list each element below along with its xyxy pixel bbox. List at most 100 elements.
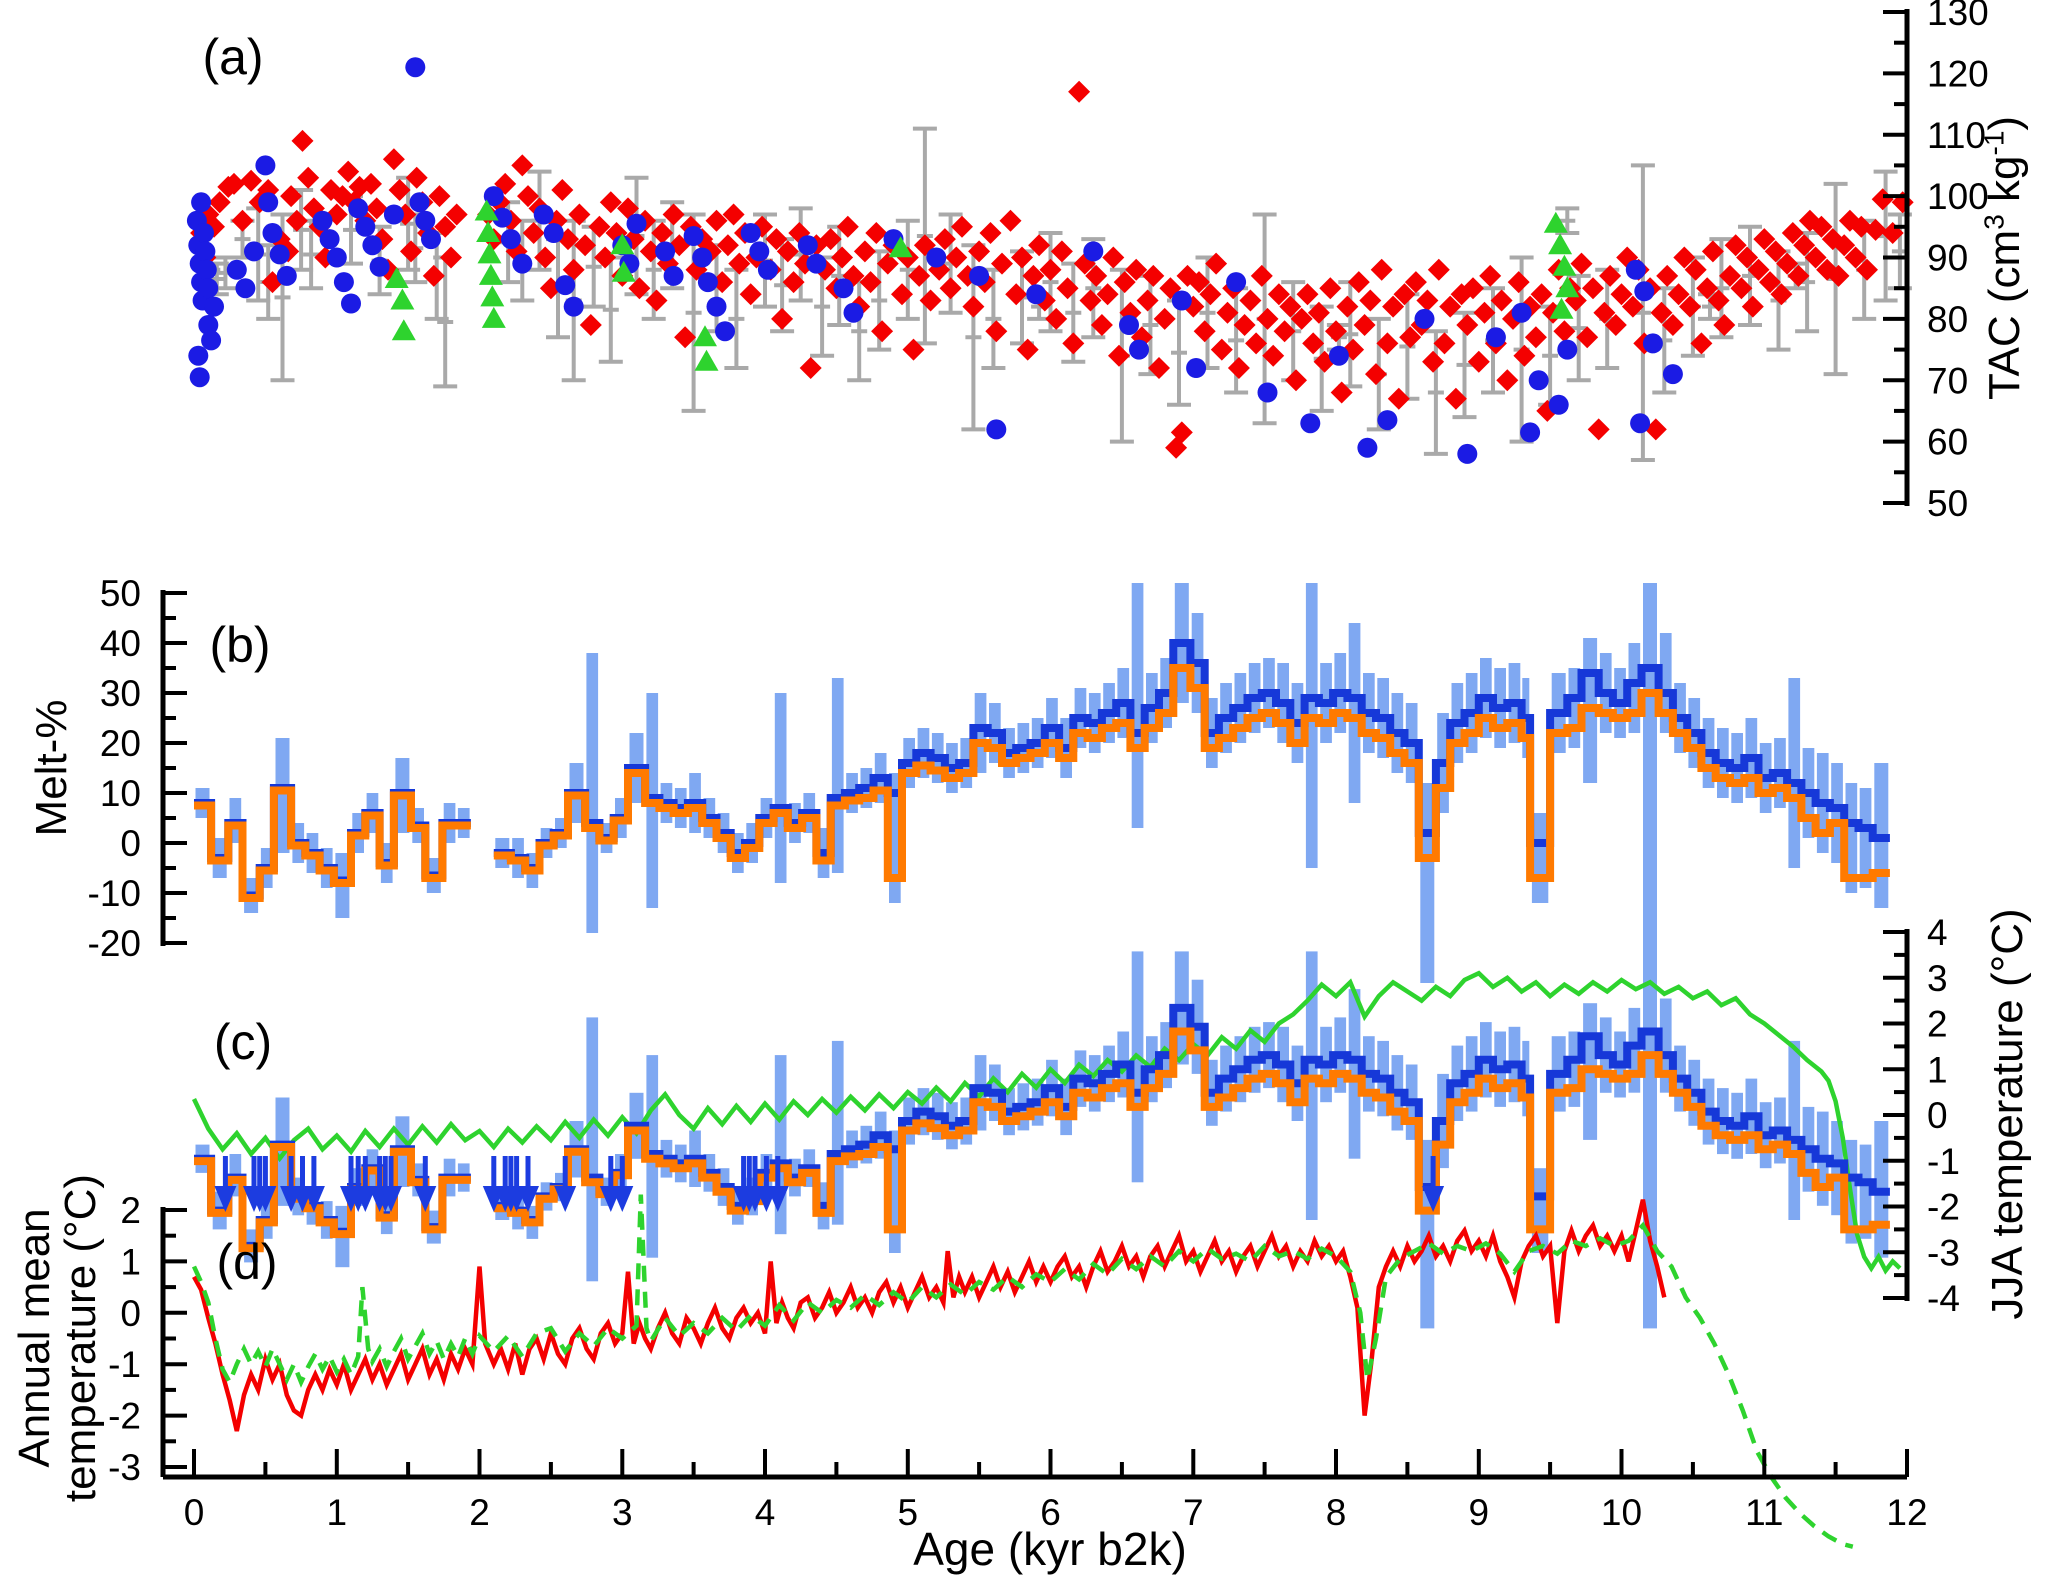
blue-circle-tac	[198, 278, 219, 299]
red-diamond-tac	[1781, 222, 1804, 244]
red-diamond-tac	[951, 215, 973, 238]
red-diamond-tac	[1336, 295, 1359, 318]
uncertainty-bar-b	[1659, 633, 1672, 733]
red-diamond-tac	[865, 222, 888, 244]
uncertainty-bar-b	[1531, 813, 1549, 903]
red-diamond-tac	[1570, 252, 1593, 275]
green-triangle-tac	[477, 242, 502, 264]
red-diamond-tac	[440, 246, 462, 269]
red-diamond-tac	[388, 179, 411, 201]
blue-circle-tac	[319, 229, 340, 250]
red-diamond-tac	[1827, 264, 1850, 287]
melt-event-arrowhead	[254, 1186, 277, 1212]
red-diamond-tac	[1245, 332, 1268, 355]
red-diamond-tac	[1250, 264, 1273, 287]
jja-axis-title: JJA temperature (°C)	[1982, 908, 2032, 1320]
red-diamond-tac	[1747, 258, 1770, 281]
red-diamond-tac	[1810, 215, 1833, 238]
red-diamond-tac	[1793, 234, 1816, 257]
blue-circle-tac	[533, 204, 554, 225]
red-diamond-tac	[1610, 283, 1633, 306]
annual-axis-title: Annual mean temperature (°C)	[9, 1173, 105, 1503]
red-diamond-tac	[836, 215, 859, 238]
tac-axis-title: TAC (cm3 kg-1)	[1978, 115, 2030, 401]
blue-circle-tac	[1119, 315, 1139, 335]
red-diamond-tac	[1656, 264, 1679, 287]
red-diamond-tac	[662, 203, 685, 226]
red-diamond-tac	[722, 203, 745, 226]
red-diamond-tac	[999, 209, 1022, 232]
blue-circle-tac	[191, 192, 212, 213]
red-diamond-tac	[1382, 295, 1405, 318]
red-diamond-tac	[400, 240, 422, 263]
blue-circle-tac	[1300, 413, 1321, 434]
red-diamond-tac	[1850, 215, 1873, 238]
red-diamond-tac	[913, 234, 936, 257]
red-diamond-tac	[1096, 283, 1119, 306]
melt-event-arrowhead	[1422, 1186, 1445, 1212]
red-diamond-tac	[285, 209, 308, 232]
blue-circle-tac	[512, 253, 533, 274]
jja-axis-tick-label: 4	[1927, 912, 1948, 953]
uncertainty-bar-b	[774, 693, 787, 883]
green-triangle-tac	[694, 349, 719, 371]
blue-circle-tac	[555, 275, 576, 296]
green-triangle-tac	[888, 236, 913, 258]
blue-circle-tac	[692, 247, 713, 268]
red-diamond-tac	[1650, 301, 1673, 324]
red-diamond-tac	[240, 169, 263, 192]
x-axis-tick-label: 4	[755, 1492, 776, 1533]
red-diamond-tac	[1864, 218, 1887, 241]
red-diamond-tac	[1319, 277, 1342, 300]
red-diamond-tac	[1050, 240, 1073, 263]
blue-circle-tac	[740, 223, 761, 243]
red-diamond-tac	[859, 271, 882, 294]
red-diamond-tac	[1039, 258, 1062, 281]
blue-circle-tac	[706, 296, 727, 317]
red-diamond-tac	[991, 252, 1013, 275]
red-diamond-tac	[1713, 314, 1736, 336]
uncertainty-bar-b	[831, 678, 844, 873]
green-triangle-tac	[1548, 233, 1573, 255]
red-diamond-tac	[1582, 277, 1604, 300]
uncertainty-bar-c	[1831, 1121, 1843, 1216]
red-diamond-tac	[891, 283, 913, 306]
uncertainty-bar-c	[1859, 1144, 1872, 1239]
x-axis-tick-label: 0	[184, 1492, 205, 1533]
red-diamond-tac	[231, 209, 254, 232]
blue-circle-tac	[1485, 327, 1506, 348]
red-diamond-tac	[574, 234, 597, 257]
blue-circle-tac	[421, 229, 441, 250]
x-axis-tick-label: 3	[612, 1492, 633, 1533]
blue-circle-tac	[1171, 290, 1192, 311]
jja-axis-tick-label: -4	[1927, 1278, 1960, 1319]
melt-axis-tick-label: 50	[100, 573, 141, 614]
red-diamond-tac	[297, 166, 320, 189]
red-diamond-tac	[1444, 387, 1467, 410]
x-axis-tick-label: 5	[898, 1492, 919, 1533]
melt-event-arrowhead	[302, 1186, 325, 1212]
red-diamond-tac	[1490, 289, 1513, 312]
red-diamond-tac	[1553, 320, 1576, 343]
melt-event-arrowhead	[354, 1186, 377, 1212]
blue-circle-tac	[341, 293, 361, 314]
uncertainty-bar-b	[1131, 583, 1144, 828]
red-diamond-tac	[968, 240, 991, 263]
jja-axis-tick-label: -2	[1927, 1187, 1960, 1228]
red-diamond-tac	[1028, 234, 1051, 257]
annual-axis-tick-label: -3	[108, 1447, 141, 1488]
red-diamond-tac	[1079, 289, 1102, 312]
red-diamond-tac	[1148, 357, 1170, 379]
red-diamond-tac	[522, 222, 545, 244]
red-diamond-tac	[776, 240, 799, 263]
red-diamond-tac	[1205, 252, 1228, 275]
red-diamond-tac	[1227, 357, 1250, 379]
red-diamond-tac	[1387, 387, 1410, 410]
red-diamond-tac	[280, 185, 303, 208]
red-diamond-tac	[208, 191, 231, 214]
red-diamond-tac	[1599, 264, 1622, 287]
annual-temp-green-dashed-line	[191, 1194, 1854, 1549]
uncertainty-bar-b	[1643, 583, 1657, 983]
red-diamond-tac	[1296, 283, 1319, 306]
green-triangle-tac	[1543, 211, 1568, 233]
